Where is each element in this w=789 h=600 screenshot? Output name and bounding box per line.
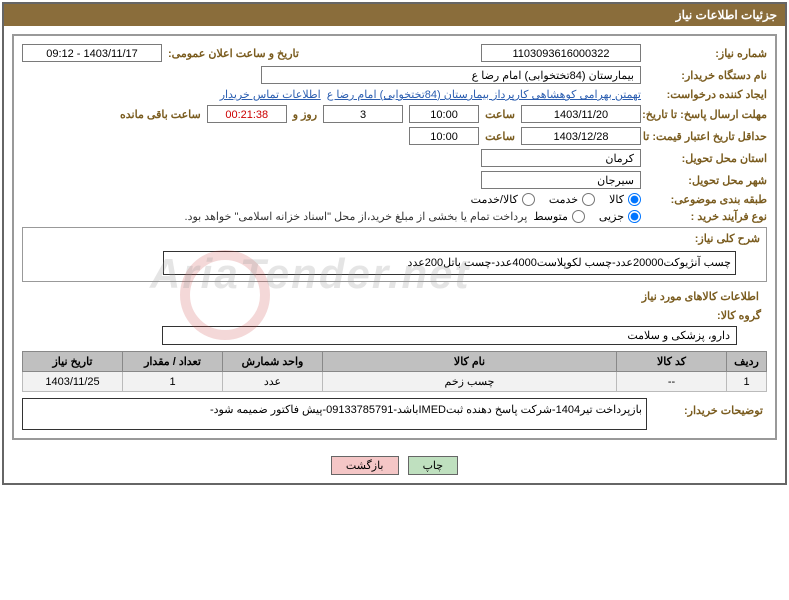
days-remain-value: 3 [323, 105, 403, 123]
creator-value[interactable]: تهمتن بهرامی کوهشاهی کارپرداز بیمارستان … [327, 88, 641, 101]
th-unit: واحد شمارش [223, 352, 323, 372]
validity-label: حداقل تاریخ اعتبار قیمت: تا تاریخ: [647, 130, 767, 143]
days-suffix: روز و [293, 108, 317, 121]
print-button[interactable]: چاپ [408, 456, 459, 475]
goods-table: ردیف کد کالا نام کالا واحد شمارش تعداد /… [22, 351, 767, 392]
radio-partial[interactable]: جزیی [599, 210, 641, 223]
province-value: کرمان [481, 149, 641, 167]
th-qty: تعداد / مقدار [123, 352, 223, 372]
category-radio-group: کالا خدمت کالا/خدمت [471, 193, 641, 206]
city-label: شهر محل تحویل: [647, 174, 767, 187]
group-label: گروه کالا: [641, 309, 761, 322]
td-code: -- [617, 372, 727, 392]
goods-info-title: اطلاعات کالاهای مورد نیاز [22, 286, 767, 307]
hour-label-1: ساعت [485, 108, 515, 121]
radio-service[interactable]: خدمت [549, 193, 595, 206]
td-name: چسب زخم [323, 372, 617, 392]
announce-date-label: تاریخ و ساعت اعلان عمومی: [168, 47, 299, 60]
description-section: شرح کلی نیاز: چسب آنژیوکت20000عدد-چسب لک… [22, 227, 767, 282]
buyer-contact-link[interactable]: اطلاعات تماس خریدار [220, 88, 321, 101]
radio-both[interactable]: کالا/خدمت [471, 193, 535, 206]
panel-title: جزئیات اطلاعات نیاز [4, 4, 785, 26]
time-suffix: ساعت باقی مانده [120, 108, 201, 121]
table-header-row: ردیف کد کالا نام کالا واحد شمارش تعداد /… [23, 352, 767, 372]
buyer-org-label: نام دستگاه خریدار: [647, 69, 767, 82]
validity-date-value: 1403/12/28 [521, 127, 641, 145]
time-remain-value: 00:21:38 [207, 105, 287, 123]
th-date: تاریخ نیاز [23, 352, 123, 372]
radio-medium[interactable]: متوسط [533, 210, 585, 223]
buyer-notes-label: توضیحات خریدار: [647, 398, 767, 430]
th-row: ردیف [727, 352, 767, 372]
category-label: طبقه بندی موضوعی: [647, 193, 767, 206]
buyer-notes-row: توضیحات خریدار: بازپرداخت تیر1404-شرکت پ… [22, 398, 767, 430]
payment-note: پرداخت تمام یا بخشی از مبلغ خرید،از محل … [185, 210, 528, 223]
buyer-org-value: بیمارستان (84تختخوابی) امام رضا ع [261, 66, 641, 84]
buyer-notes-text: بازپرداخت تیر1404-شرکت پاسخ دهنده ثبتIME… [22, 398, 647, 430]
back-button[interactable]: بازگشت [331, 456, 399, 475]
province-label: استان محل تحویل: [647, 152, 767, 165]
main-container: جزئیات اطلاعات نیاز شماره نیاز: 11030936… [2, 2, 787, 485]
description-text: چسب آنژیوکت20000عدد-چسب لکوپلاست4000عدد-… [163, 251, 736, 275]
validity-hour-value: 10:00 [409, 127, 479, 145]
group-value: دارو، پزشکی و سلامت [162, 326, 737, 345]
deadline-date-value: 1403/11/20 [521, 105, 641, 123]
deadline-label: مهلت ارسال پاسخ: تا تاریخ: [647, 108, 767, 121]
td-qty: 1 [123, 372, 223, 392]
need-number-label: شماره نیاز: [647, 47, 767, 60]
description-label: شرح کلی نیاز: [640, 232, 760, 245]
process-radio-group: جزیی متوسط [533, 210, 641, 223]
radio-goods[interactable]: کالا [609, 193, 641, 206]
button-bar: چاپ بازگشت [4, 448, 785, 483]
td-date: 1403/11/25 [23, 372, 123, 392]
creator-label: ایجاد کننده درخواست: [647, 88, 767, 101]
th-code: کد کالا [617, 352, 727, 372]
deadline-hour-value: 10:00 [409, 105, 479, 123]
city-value: سیرجان [481, 171, 641, 189]
need-number-value: 1103093616000322 [481, 44, 641, 62]
td-row: 1 [727, 372, 767, 392]
process-label: نوع فرآیند خرید : [647, 210, 767, 223]
td-unit: عدد [223, 372, 323, 392]
table-row: 1 -- چسب زخم عدد 1 1403/11/25 [23, 372, 767, 392]
announce-date-value: 1403/11/17 - 09:12 [22, 44, 162, 62]
content-area: شماره نیاز: 1103093616000322 تاریخ و ساع… [12, 34, 777, 440]
hour-label-2: ساعت [485, 130, 515, 143]
th-name: نام کالا [323, 352, 617, 372]
